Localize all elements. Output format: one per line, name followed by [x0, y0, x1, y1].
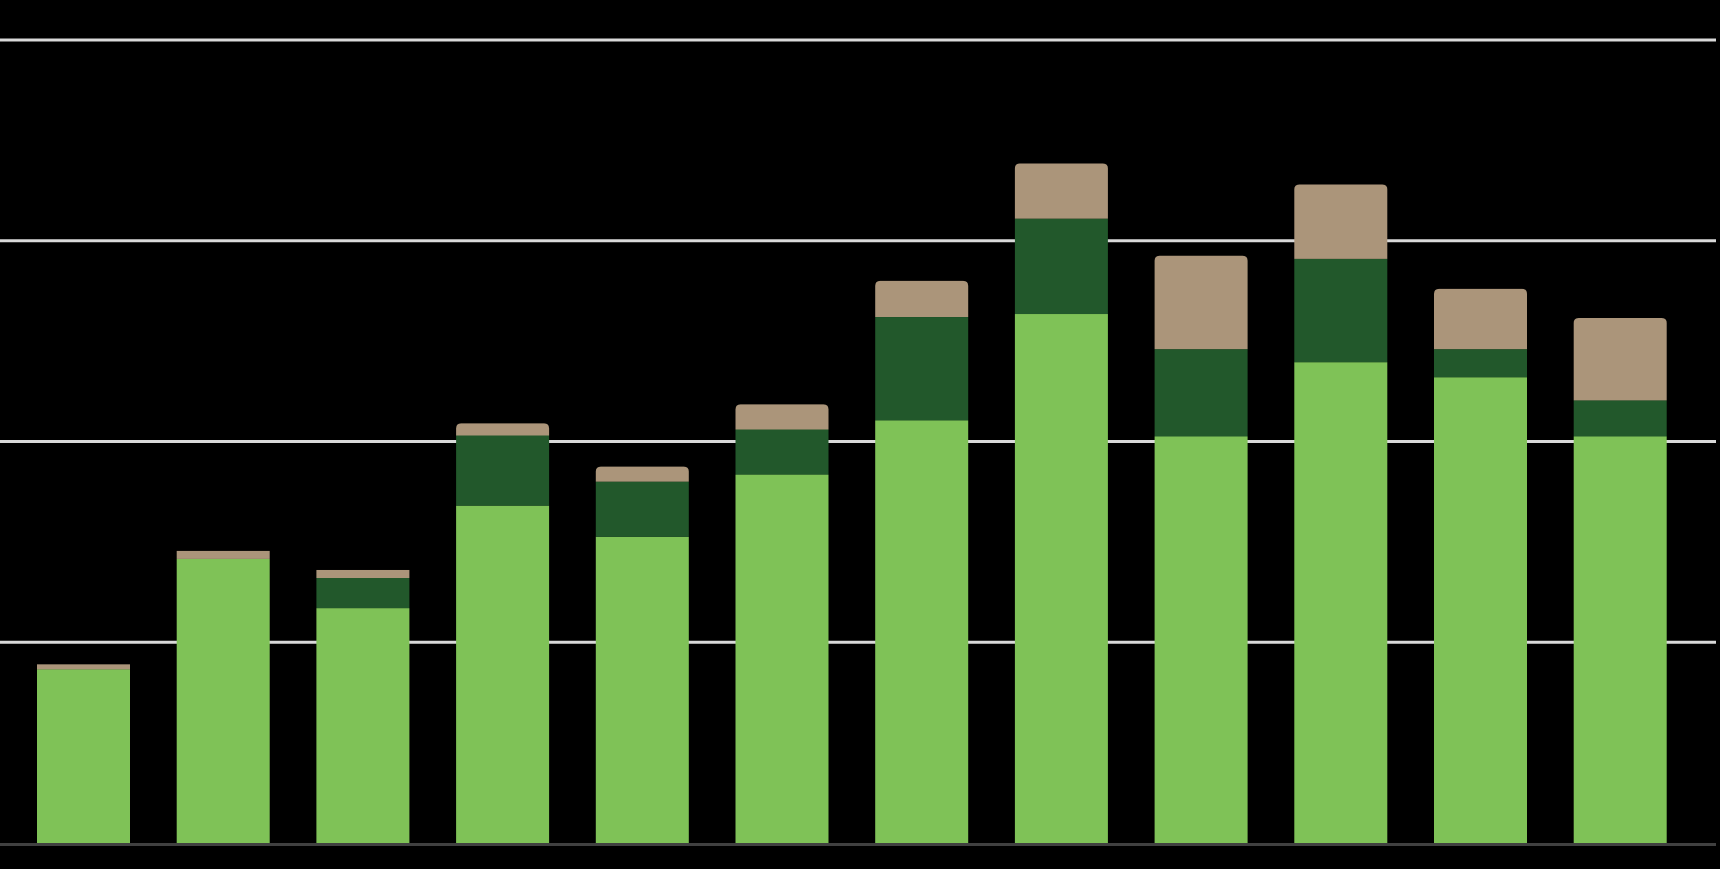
bar-stack-2	[176, 550, 270, 843]
bar-9-segment-1	[1154, 436, 1248, 843]
bar-stack-3	[316, 569, 410, 843]
bar-9-segment-3	[1154, 255, 1248, 350]
bar-6-segment-2	[735, 429, 829, 475]
bar-3-segment-2	[316, 578, 410, 609]
bar-stack-1	[37, 664, 130, 843]
bar-stack-9	[1154, 255, 1248, 843]
bar-10-segment-2	[1294, 258, 1388, 363]
bar-stack-5	[595, 466, 689, 843]
bar-stack-8	[1014, 163, 1108, 843]
bar-9-segment-2	[1154, 349, 1248, 437]
bar-8-segment-3	[1014, 163, 1108, 219]
bar-5-segment-2	[595, 481, 689, 537]
bar-7-segment-3	[875, 280, 969, 318]
bar-8-segment-2	[1014, 218, 1108, 315]
bar-8-segment-1	[1014, 314, 1108, 843]
bar-6-segment-3	[735, 404, 829, 430]
bar-3-segment-1	[316, 608, 410, 843]
bar-3-segment-3	[316, 569, 410, 579]
bar-11-segment-1	[1434, 377, 1527, 843]
bar-7-segment-1	[875, 420, 969, 843]
bar-10-segment-3	[1294, 184, 1388, 259]
bar-5-segment-3	[595, 466, 689, 482]
bar-stack-7	[875, 280, 969, 843]
bar-stack-10	[1294, 184, 1388, 843]
bar-5-segment-1	[595, 536, 689, 843]
bar-7-segment-2	[875, 317, 969, 421]
bar-12-segment-2	[1573, 400, 1667, 437]
bar-6-segment-1	[735, 474, 829, 843]
bar-10-segment-1	[1294, 362, 1388, 843]
bar-stack-4	[456, 423, 550, 843]
bar-1-segment-3	[37, 664, 130, 670]
bar-11-segment-2	[1434, 349, 1527, 378]
bars	[37, 163, 1667, 843]
bar-4-segment-3	[456, 423, 550, 436]
bar-stack-11	[1434, 288, 1527, 843]
bar-2-segment-1	[176, 558, 270, 843]
bar-12-segment-3	[1573, 318, 1667, 401]
gridlines	[0, 38, 1716, 644]
bar-4-segment-1	[456, 505, 550, 843]
bar-4-segment-2	[456, 435, 550, 506]
bar-12-segment-1	[1573, 436, 1667, 843]
bar-11-segment-3	[1434, 288, 1527, 350]
bar-1-segment-1	[37, 669, 130, 843]
bar-2-segment-3	[176, 550, 270, 559]
bar-stack-12	[1573, 318, 1667, 843]
bar-stack-6	[735, 404, 829, 843]
